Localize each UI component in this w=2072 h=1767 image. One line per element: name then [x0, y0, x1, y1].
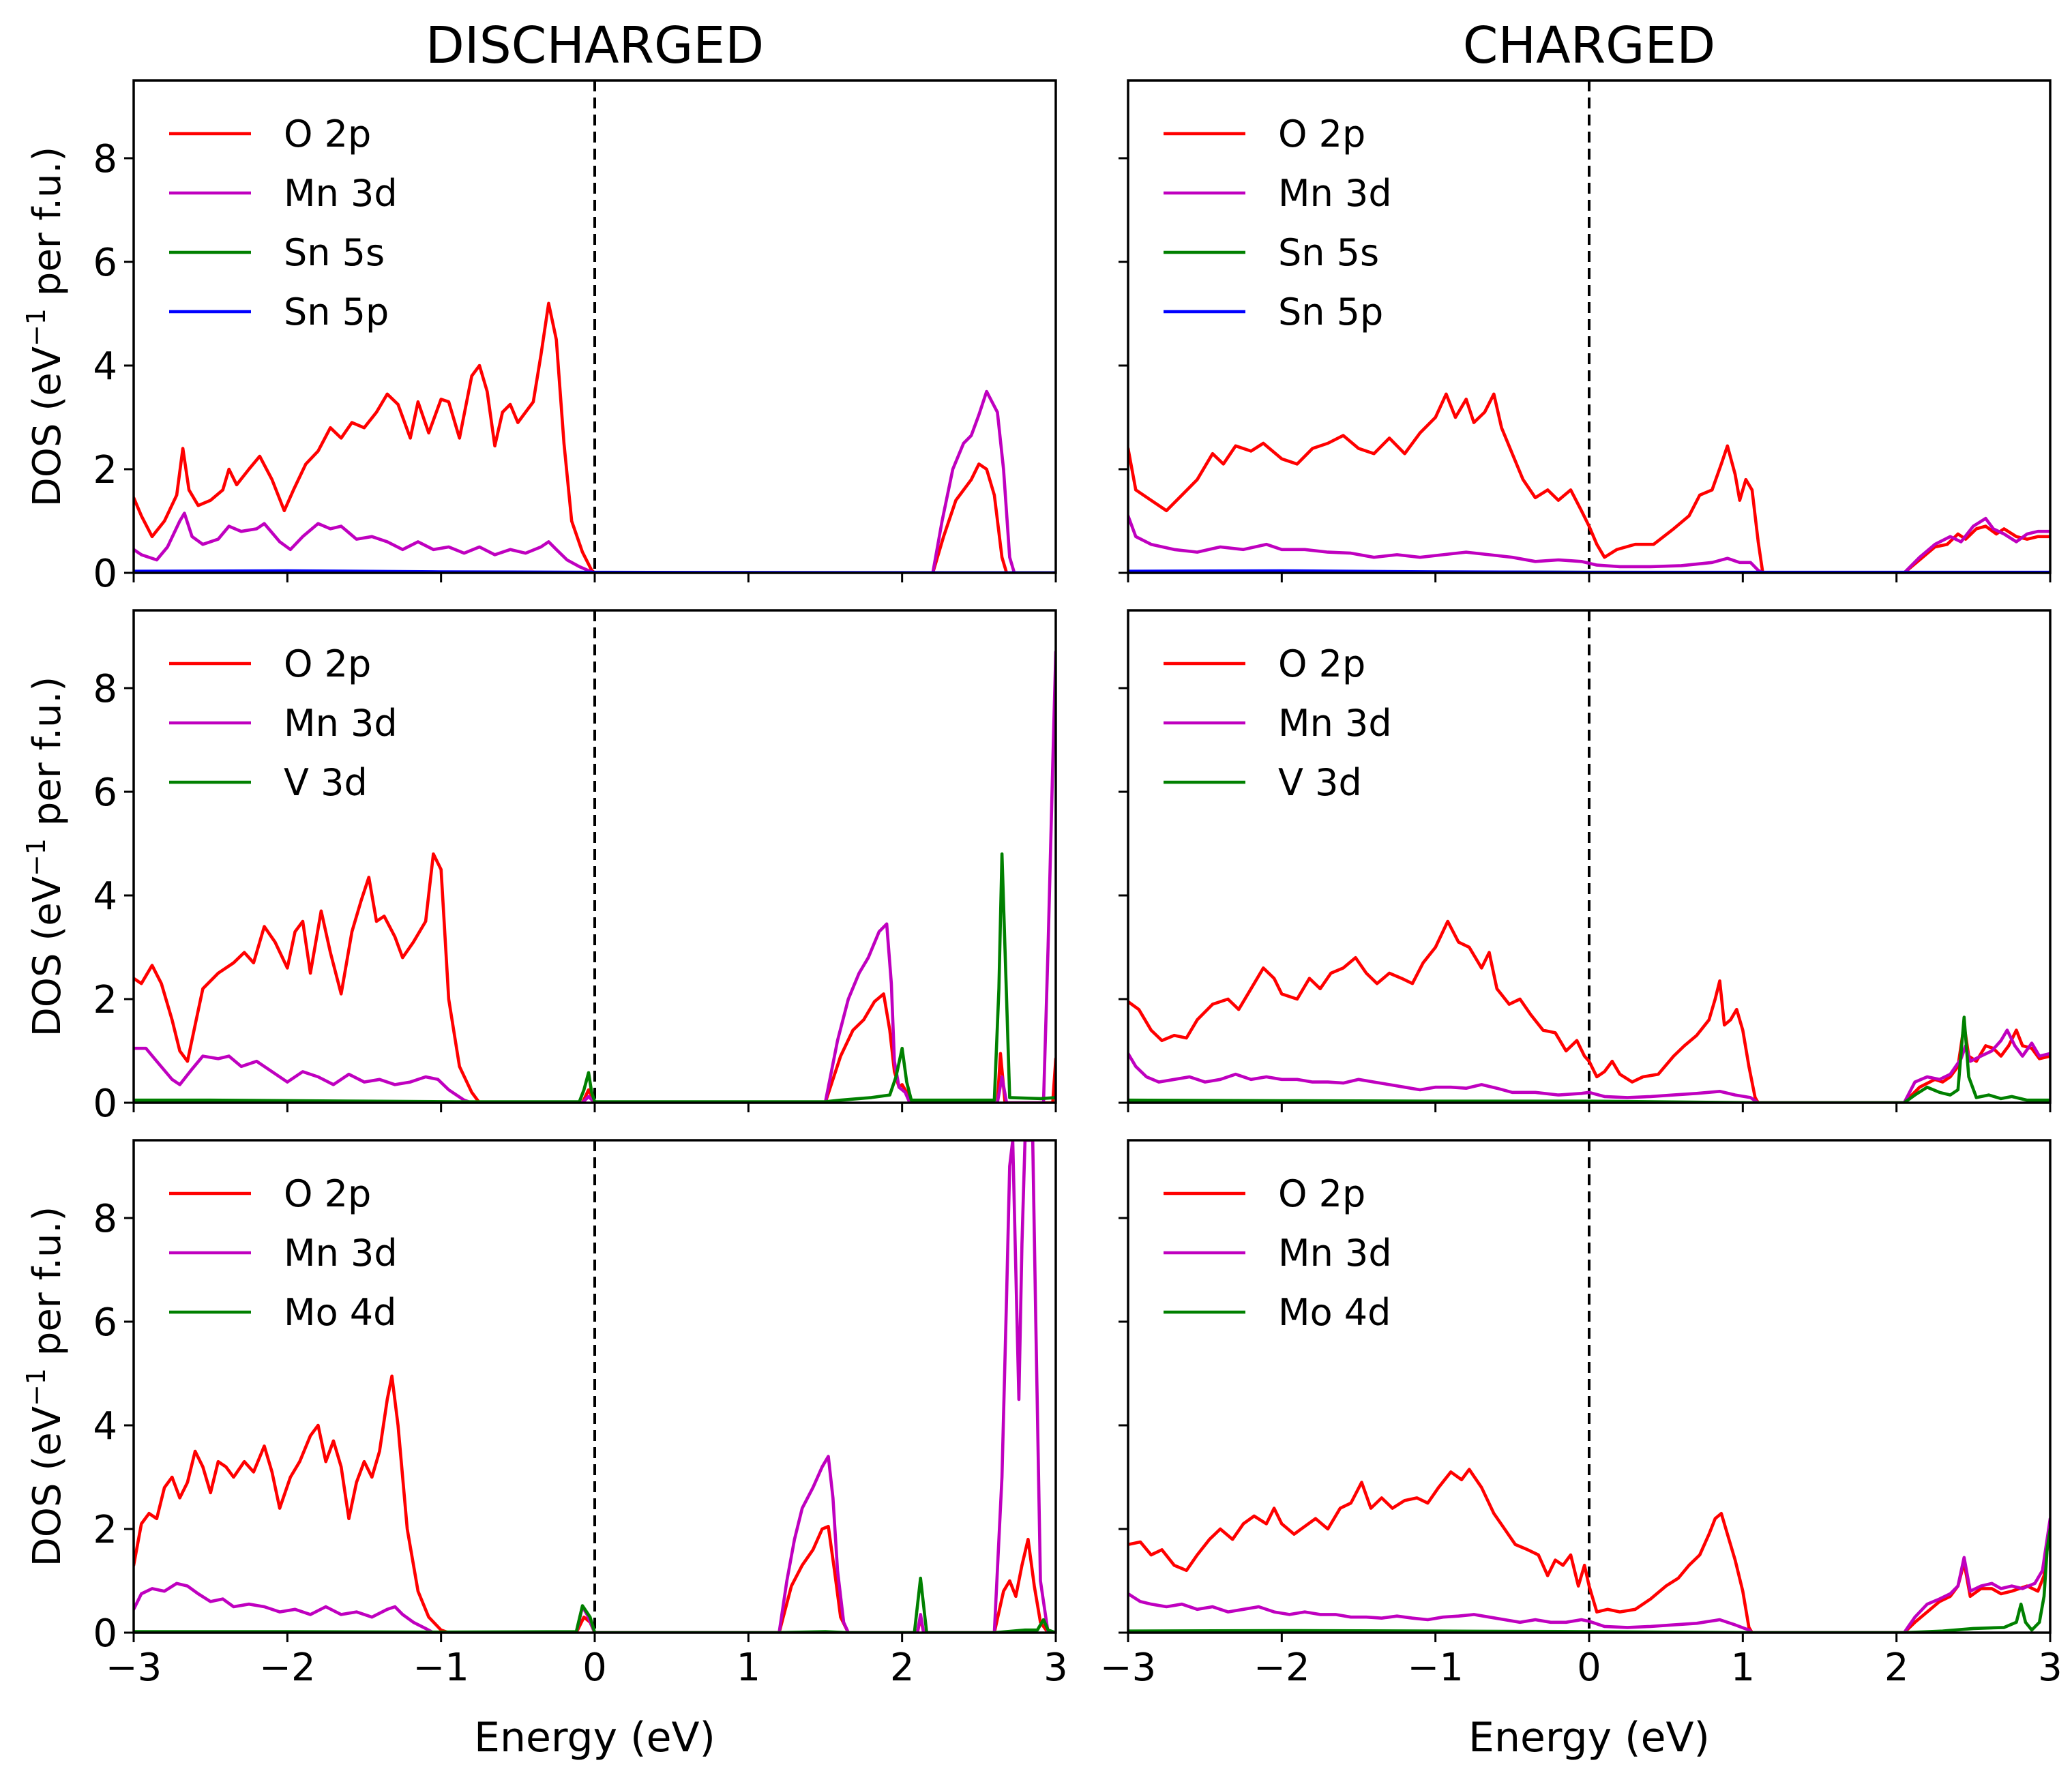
legend: O 2p Mn 3d Mo 4d	[1164, 1172, 1392, 1334]
y-tick-label: 6	[93, 1301, 117, 1345]
dos-panel-r2-c0: −3 −2 −1 0 1 2 3 0 2 4 6 8 O 2p Mn 3d Mo 4d	[93, 1139, 1068, 1690]
y-axis-label-tail: per f.u.)	[25, 1206, 70, 1368]
y-tick-label: 0	[93, 1082, 117, 1126]
y-tick-label: 8	[93, 667, 117, 711]
series-group	[1128, 1468, 2050, 1633]
series-group	[1128, 919, 2050, 1103]
x-tick-label: 2	[890, 1646, 915, 1690]
legend-label-mn-3d: Mn 3d	[1278, 1232, 1392, 1275]
legend-label-o-2p: O 2p	[1278, 1172, 1365, 1215]
y-axis-label: DOS (eV−1 per f.u.)	[21, 1206, 70, 1566]
dos-panel-r0-c0: 0 2 4 6 8 O 2p Mn 3d Sn 5s Sn 5p	[93, 79, 1057, 596]
dos-panel-r1-c1: O 2p Mn 3d V 3d	[1119, 609, 2052, 1112]
dos-panels: 0 2 4 6 8 O 2p Mn 3d Sn 5s Sn 5p O 2p Mn 3d Sn 5s Sn…	[93, 79, 2062, 1690]
series-line-o-2p	[1128, 392, 2050, 573]
x-tick-label: 3	[1044, 1646, 1068, 1690]
y-axis-label-base: DOS (eV	[25, 1406, 70, 1566]
y-tick-label: 2	[93, 448, 117, 492]
y-tick-label: 4	[93, 1404, 117, 1449]
series-line-mn-3d	[134, 650, 1056, 1103]
series-line-v-3d	[1128, 1015, 2050, 1103]
series-line-mn-3d	[134, 389, 1056, 573]
series-line-o-2p	[1128, 1468, 2050, 1633]
y-tick-label: 4	[93, 344, 117, 389]
dos-panel-r1-c0: 0 2 4 6 8 O 2p Mn 3d V 3d	[93, 609, 1057, 1126]
y-tick-label: 0	[93, 1612, 117, 1656]
y-tick-label: 8	[93, 137, 117, 181]
legend-label-mn-3d: Mn 3d	[284, 1232, 398, 1275]
y-tick-label: 8	[93, 1197, 117, 1241]
legend-label-mn-3d: Mn 3d	[1278, 702, 1392, 745]
column-title-charged: CHARGED	[1463, 16, 1715, 75]
x-axis-label: Energy (eV)	[474, 1714, 715, 1762]
legend-label-o-2p: O 2p	[1278, 113, 1365, 155]
legend-label-o-2p: O 2p	[284, 1172, 371, 1215]
legend: O 2p Mn 3d Sn 5s Sn 5p	[1164, 113, 1392, 333]
legend-label-mn-3d: Mn 3d	[284, 702, 398, 745]
legend-label-sn-5s: Sn 5s	[1278, 231, 1379, 274]
legend: O 2p Mn 3d V 3d	[1164, 642, 1392, 804]
legend-label-o-2p: O 2p	[284, 113, 371, 155]
y-axis-label: DOS (eV−1 per f.u.)	[21, 147, 70, 507]
y-tick-label: 6	[93, 771, 117, 815]
legend-label-sn-5p: Sn 5p	[284, 291, 389, 333]
x-tick-label: 0	[582, 1646, 607, 1690]
dos-panel-r2-c1: −3 −2 −1 0 1 2 3 O 2p Mn 3d Mo 4d	[1100, 1139, 2062, 1690]
y-axis-labels: DOS (eV−1 per f.u.)DOS (eV−1 per f.u.)DO…	[21, 147, 70, 1566]
legend-label-sn-5p: Sn 5p	[1278, 291, 1383, 333]
y-axis-label-superscript: −1	[21, 838, 51, 876]
series-line-mn-3d	[134, 1140, 1056, 1633]
column-title-discharged: DISCHARGED	[426, 16, 764, 75]
x-tick-label: −2	[259, 1646, 316, 1690]
legend-label-sn-5s: Sn 5s	[284, 231, 385, 274]
legend-label-v-3d: V 3d	[284, 761, 368, 804]
legend-label-mn-3d: Mn 3d	[284, 172, 398, 215]
y-axis-label-base: DOS (eV	[25, 346, 70, 507]
y-axis-label-tail: per f.u.)	[25, 147, 70, 308]
y-axis-label-tail: per f.u.)	[25, 677, 70, 838]
legend-label-o-2p: O 2p	[1278, 642, 1365, 685]
y-tick-label: 6	[93, 241, 117, 285]
dos-panel-r0-c1: O 2p Mn 3d Sn 5s Sn 5p	[1119, 79, 2052, 582]
legend-label-mo-4d: Mo 4d	[1278, 1291, 1391, 1334]
x-axis-label: Energy (eV)	[1468, 1714, 1710, 1762]
series-line-mo-4d	[1128, 1527, 2050, 1633]
legend: O 2p Mn 3d V 3d	[169, 642, 398, 804]
y-tick-label: 4	[93, 874, 117, 919]
x-tick-label: −1	[1407, 1646, 1464, 1690]
y-tick-label: 2	[93, 1508, 117, 1552]
y-axis-label-superscript: −1	[21, 308, 51, 346]
x-tick-label: −3	[1100, 1646, 1157, 1690]
legend: O 2p Mn 3d Mo 4d	[169, 1172, 398, 1334]
x-tick-label: 1	[737, 1646, 761, 1690]
legend-label-mo-4d: Mo 4d	[284, 1291, 396, 1334]
legend-label-v-3d: V 3d	[1278, 761, 1362, 804]
y-axis-label-superscript: −1	[21, 1368, 51, 1406]
y-axis-label-base: DOS (eV	[25, 876, 70, 1037]
x-tick-label: 1	[1731, 1646, 1756, 1690]
x-tick-label: 3	[2038, 1646, 2062, 1690]
y-tick-label: 0	[93, 552, 117, 596]
x-tick-label: 0	[1577, 1646, 1601, 1690]
x-tick-label: −1	[413, 1646, 469, 1690]
x-tick-label: −3	[106, 1646, 162, 1690]
series-line-o-2p	[134, 301, 1056, 573]
x-axis-labels: Energy (eV) Energy (eV)	[474, 1714, 1710, 1762]
legend-label-o-2p: O 2p	[284, 642, 371, 685]
series-line-mn-3d	[1128, 1028, 2050, 1103]
y-tick-label: 2	[93, 978, 117, 1022]
series-line-o-2p	[1128, 919, 2050, 1103]
x-tick-label: 2	[1884, 1646, 1909, 1690]
legend-label-mn-3d: Mn 3d	[1278, 172, 1392, 215]
series-line-mn-3d	[1128, 514, 2050, 573]
y-axis-label: DOS (eV−1 per f.u.)	[21, 677, 70, 1037]
x-tick-label: −2	[1254, 1646, 1310, 1690]
series-line-mn-3d	[1128, 1517, 2050, 1633]
legend: O 2p Mn 3d Sn 5s Sn 5p	[169, 113, 398, 333]
